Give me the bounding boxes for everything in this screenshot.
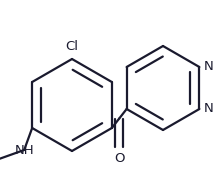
Text: N: N — [203, 103, 213, 116]
Text: O: O — [114, 151, 124, 165]
Text: Cl: Cl — [65, 40, 78, 53]
Text: NH: NH — [14, 143, 34, 156]
Text: N: N — [203, 60, 213, 74]
